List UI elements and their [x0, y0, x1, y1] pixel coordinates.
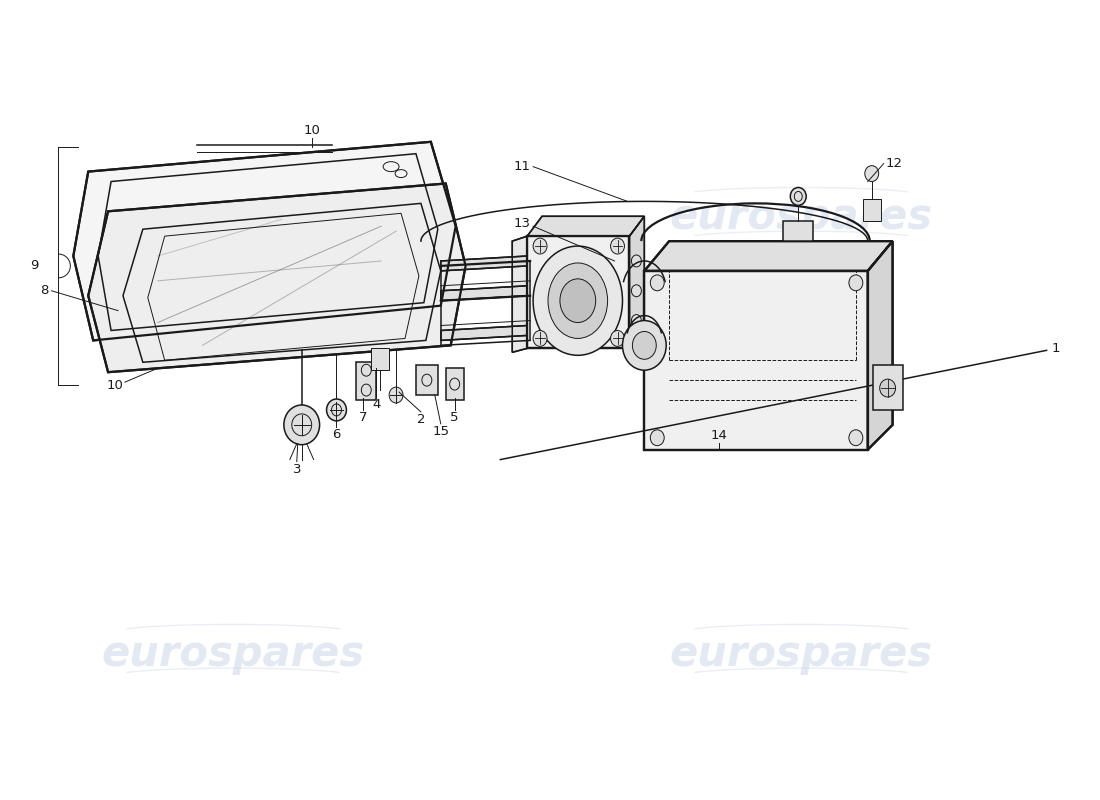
Ellipse shape [284, 405, 320, 445]
Ellipse shape [327, 399, 346, 421]
Ellipse shape [560, 279, 596, 322]
Polygon shape [441, 256, 527, 271]
Polygon shape [527, 236, 629, 348]
Ellipse shape [849, 275, 862, 290]
Polygon shape [441, 286, 527, 301]
Ellipse shape [610, 238, 625, 254]
Text: 12: 12 [886, 157, 903, 170]
Text: 14: 14 [711, 429, 727, 442]
Polygon shape [629, 216, 645, 348]
Text: 2: 2 [417, 414, 426, 426]
Text: eurospares: eurospares [670, 196, 933, 238]
Polygon shape [513, 236, 527, 352]
Ellipse shape [610, 330, 625, 346]
Text: 4: 4 [372, 398, 381, 411]
Text: 5: 5 [450, 411, 459, 424]
Ellipse shape [623, 321, 667, 370]
Bar [862, 199, 881, 222]
Ellipse shape [650, 275, 664, 290]
Bar [783, 222, 813, 241]
Ellipse shape [548, 263, 607, 338]
Polygon shape [868, 241, 892, 450]
Polygon shape [527, 216, 645, 236]
Ellipse shape [534, 330, 547, 346]
Polygon shape [74, 142, 455, 341]
Text: 1: 1 [1052, 342, 1060, 355]
Ellipse shape [880, 379, 895, 397]
Polygon shape [645, 271, 868, 450]
Ellipse shape [534, 246, 623, 355]
Polygon shape [645, 241, 892, 271]
Text: 13: 13 [513, 217, 530, 230]
Ellipse shape [631, 314, 641, 326]
Text: 8: 8 [40, 284, 48, 298]
Text: 11: 11 [513, 160, 530, 173]
Text: eurospares: eurospares [670, 634, 933, 675]
Text: eurospares: eurospares [101, 634, 365, 675]
Ellipse shape [650, 430, 664, 446]
Text: 15: 15 [432, 426, 449, 438]
Ellipse shape [632, 331, 657, 359]
Ellipse shape [631, 255, 641, 267]
Ellipse shape [631, 285, 641, 297]
Polygon shape [88, 183, 465, 372]
Bar [446, 368, 463, 400]
Text: eurospares: eurospares [101, 196, 365, 238]
Bar [372, 348, 389, 370]
Ellipse shape [849, 430, 862, 446]
Text: 7: 7 [359, 411, 367, 424]
Text: 10: 10 [106, 378, 123, 392]
Ellipse shape [534, 238, 547, 254]
Text: 6: 6 [332, 428, 341, 442]
Ellipse shape [790, 187, 806, 206]
Bar [356, 362, 376, 400]
Bar [416, 366, 438, 395]
Ellipse shape [389, 387, 403, 403]
Bar [872, 366, 902, 410]
Text: 3: 3 [293, 463, 301, 476]
Ellipse shape [865, 166, 879, 182]
Text: 10: 10 [304, 124, 320, 137]
Polygon shape [441, 326, 527, 341]
Text: 9: 9 [30, 259, 38, 273]
